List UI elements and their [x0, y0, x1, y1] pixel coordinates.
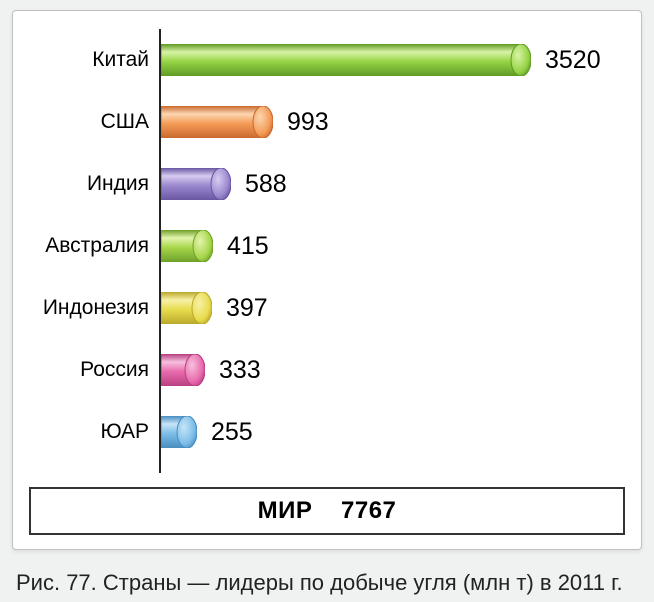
row-label: Китай — [29, 48, 149, 72]
bar-row: ЮАР255 — [161, 401, 625, 463]
row-label: ЮАР — [29, 420, 149, 444]
row-label: Индонезия — [29, 296, 149, 320]
bar — [161, 168, 231, 200]
row-label: США — [29, 110, 149, 134]
bar — [161, 106, 273, 138]
caption-prefix: Рис. 77. — [16, 570, 103, 595]
total-box: МИР 7767 — [29, 487, 625, 535]
total-label: МИР — [258, 497, 313, 524]
bar-value: 588 — [245, 170, 287, 199]
bar — [161, 354, 205, 386]
bar-wrap: 3520 — [161, 29, 601, 91]
bar — [161, 44, 531, 76]
bar — [161, 416, 197, 448]
total-value: 7767 — [341, 497, 396, 524]
bar-wrap: 993 — [161, 91, 329, 153]
bar-value: 333 — [219, 356, 261, 385]
chart-frame: Китай3520США993Индия588Австралия415Индон… — [12, 10, 642, 550]
bar-wrap: 255 — [161, 401, 253, 463]
row-label: Австралия — [29, 234, 149, 258]
bar-row: США993 — [161, 91, 625, 153]
bar-row: Индонезия397 — [161, 277, 625, 339]
bar — [161, 230, 213, 262]
caption-text: Страны — лидеры по добыче угля (млн т) в… — [103, 570, 623, 595]
row-label: Россия — [29, 358, 149, 382]
bar-value: 415 — [227, 232, 269, 261]
bar-wrap: 588 — [161, 153, 287, 215]
bar-value: 3520 — [545, 46, 601, 75]
page: { "chart": { "type": "bar", "orientation… — [0, 0, 654, 602]
bar-rows: Китай3520США993Индия588Австралия415Индон… — [159, 29, 625, 473]
bar-row: Индия588 — [161, 153, 625, 215]
bar-row: Австралия415 — [161, 215, 625, 277]
bar-row: Китай3520 — [161, 29, 625, 91]
bar-wrap: 333 — [161, 339, 261, 401]
row-label: Индия — [29, 172, 149, 196]
bar-wrap: 397 — [161, 277, 268, 339]
bar — [161, 292, 212, 324]
bar-value: 993 — [287, 108, 329, 137]
bar-value: 255 — [211, 418, 253, 447]
bar-value: 397 — [226, 294, 268, 323]
figure-caption: Рис. 77. Страны — лидеры по добыче угля … — [12, 568, 642, 598]
bar-wrap: 415 — [161, 215, 269, 277]
bar-row: Россия333 — [161, 339, 625, 401]
